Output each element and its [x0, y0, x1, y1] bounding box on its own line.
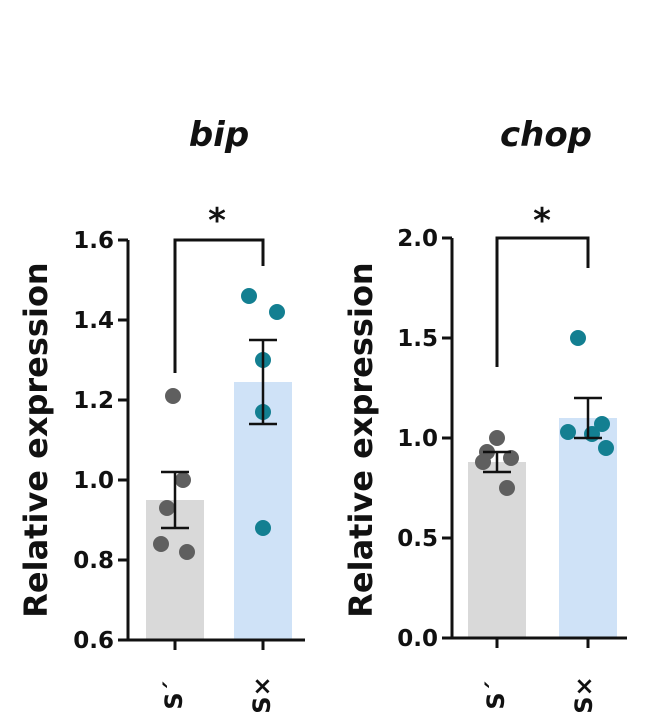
panel-chop-xtick-1: S× [570, 676, 598, 713]
panel-chop-point-1-2 [560, 424, 576, 440]
panel-bip-ytick-label-3: 1.2 [73, 388, 114, 414]
panel-bip-ytick-label-2: 1.0 [73, 468, 114, 494]
panel-chop-point-1-4 [598, 440, 614, 456]
panel-chop-point-1-3 [584, 426, 600, 442]
panel-bip-ytick-label-5: 1.6 [73, 228, 114, 254]
panel-chop-point-0-0 [489, 430, 505, 446]
panel-chop-point-1-0 [570, 330, 586, 346]
panel-bip-xtick-1: S× [248, 676, 276, 713]
panel-chop-point-0-3 [475, 454, 491, 470]
panel-bip-significance-bracket [173, 238, 265, 373]
panel-chop-point-1-1 [594, 416, 610, 432]
panel-chop-title: chop [500, 115, 592, 155]
panel-chop-point-0-2 [503, 450, 519, 466]
panel-bip-point-1-0 [241, 288, 257, 304]
panel-bip-point-0-4 [179, 544, 195, 560]
panel-bip-xtick-0: S´ [160, 680, 188, 709]
panel-bip-point-0-2 [159, 500, 175, 516]
panel-bip: bip Relative expression * S´ S× 0.6 0.8 1.… [17, 115, 305, 714]
panel-chop-xtick-0: S´ [482, 680, 510, 709]
panel-bip-ytick-label-0: 0.6 [73, 628, 114, 654]
panel-chop-ytick-label-3: 1.5 [397, 326, 438, 352]
panel-bip-significance: * [208, 201, 226, 241]
panel-chop-ylabel: Relative expression [342, 262, 380, 617]
panel-chop-ytick-label-2: 1.0 [397, 426, 438, 452]
panel-chop-ytick-label-4: 2.0 [397, 226, 438, 252]
panel-bip-point-0-1 [175, 472, 191, 488]
panel-bip-ytick-label-4: 1.4 [73, 308, 114, 334]
panel-chop-bar-0 [468, 462, 526, 638]
panel-chop-ytick-label-0: 0.0 [397, 626, 438, 652]
panel-bip-point-1-1 [269, 304, 285, 320]
panel-bip-point-0-0 [165, 388, 181, 404]
panel-chop-ytick-label-1: 0.5 [397, 526, 438, 552]
panel-chop: chop Relative expression * S´ S× 0.0 0.5 1… [342, 115, 627, 714]
panel-chop-point-0-4 [499, 480, 515, 496]
panel-bip-title: bip [189, 115, 249, 155]
panel-bip-ytick-label-1: 0.8 [73, 548, 114, 574]
panel-chop-significance: * [533, 201, 551, 241]
panel-bip-point-1-4 [255, 520, 271, 536]
panel-chop-significance-bracket [495, 236, 590, 367]
panel-bip-ylabel: Relative expression [17, 262, 55, 617]
panel-bip-point-0-3 [153, 536, 169, 552]
